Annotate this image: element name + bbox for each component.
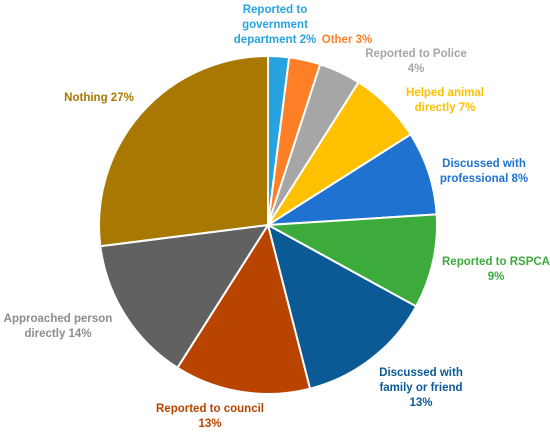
slice-label: Approached person directly 14% [4,313,113,340]
pie-slices [97,54,439,395]
pie-labels: Reported to government department 2% Other … [4,4,550,430]
slice-label: Discussed with family or friend 13% [379,367,463,409]
pie-slice [99,224,269,369]
pie-slice [267,224,418,390]
pie-slice [267,213,439,308]
slice-label: Reported to council 13% [156,403,264,430]
slice-label: Helped animal directly 7% [406,87,484,114]
slice-label: Reported to Police 4% [365,48,467,75]
pie-slice [97,55,269,248]
pie-slice [176,224,312,395]
slice-label: Other 3% [322,34,373,46]
slice-label: Discussed with professional 8% [440,158,528,185]
slice-label: Reported to RSPCA 9% [442,256,550,283]
slice-label: Reported to government department 2% [234,4,316,46]
slice-label: Nothing 27% [64,92,134,104]
